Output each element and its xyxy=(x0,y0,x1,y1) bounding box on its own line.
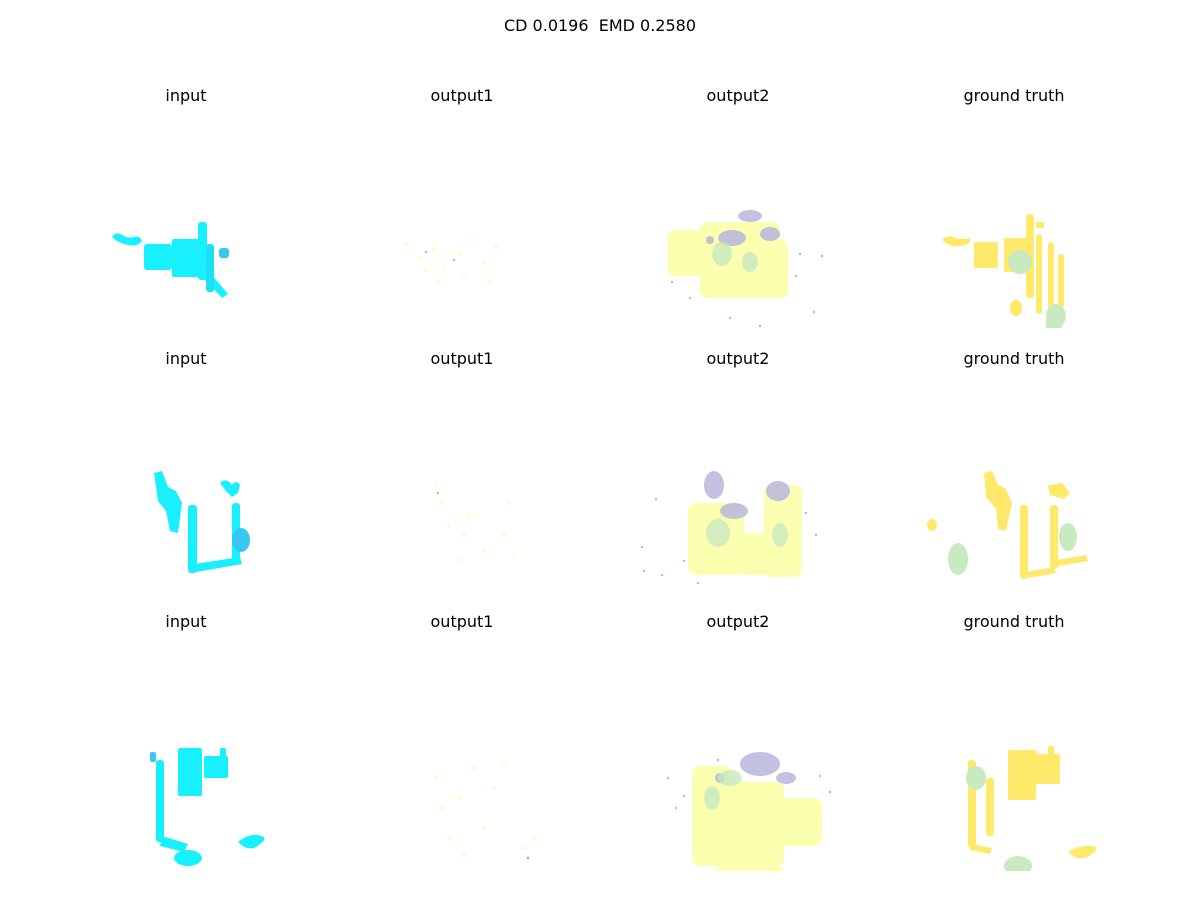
panel-title: input xyxy=(48,349,324,368)
panel-r1-ground-truth: ground truth xyxy=(876,82,1152,345)
panel-r3-output1: output1 xyxy=(324,608,600,871)
panel-r3-output2: output2 xyxy=(600,608,876,871)
figure-title: CD 0.0196 EMD 0.2580 xyxy=(0,16,1200,35)
point-cloud-input xyxy=(48,122,324,345)
panel-r3-ground-truth: ground truth xyxy=(876,608,1152,871)
point-cloud-output2 xyxy=(600,122,876,345)
point-cloud-ground-truth xyxy=(876,385,1152,608)
panel-title: output1 xyxy=(324,349,600,368)
panel-title: input xyxy=(48,86,324,105)
point-cloud-output2 xyxy=(600,385,876,608)
point-cloud-output1 xyxy=(324,385,600,608)
point-cloud-ground-truth xyxy=(876,648,1152,871)
panel-r1-output2: output2 xyxy=(600,82,876,345)
panel-r1-input: input xyxy=(48,82,324,345)
point-cloud-input xyxy=(48,648,324,871)
panel-r2-output1: output1 xyxy=(324,345,600,608)
panel-r3-input: input xyxy=(48,608,324,871)
panel-title: output2 xyxy=(600,86,876,105)
panel-title: output1 xyxy=(324,86,600,105)
panel-r2-output2: output2 xyxy=(600,345,876,608)
panel-title: input xyxy=(48,612,324,631)
panel-title: ground truth xyxy=(876,86,1152,105)
point-cloud-output1 xyxy=(324,648,600,871)
panel-r2-ground-truth: ground truth xyxy=(876,345,1152,608)
panel-title: output2 xyxy=(600,612,876,631)
point-cloud-input xyxy=(48,385,324,608)
panel-r2-input: input xyxy=(48,345,324,608)
point-cloud-ground-truth xyxy=(876,122,1152,345)
panel-title: ground truth xyxy=(876,349,1152,368)
panel-r1-output1: output1 xyxy=(324,82,600,345)
panel-title: ground truth xyxy=(876,612,1152,631)
point-cloud-output1 xyxy=(324,122,600,345)
panel-title: output1 xyxy=(324,612,600,631)
point-cloud-output2 xyxy=(600,648,876,871)
panel-title: output2 xyxy=(600,349,876,368)
